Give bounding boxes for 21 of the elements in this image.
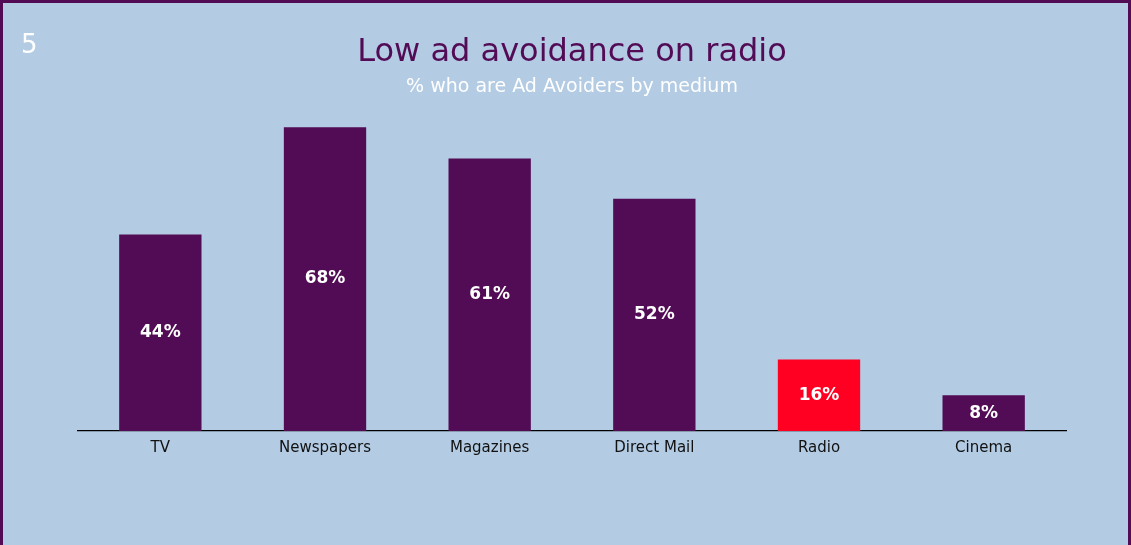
chart-title: Low ad avoidance on radio: [357, 30, 787, 69]
data-label: 61%: [469, 283, 511, 304]
x-tick-label: Cinema: [955, 437, 1013, 456]
bar: [942, 395, 1025, 431]
data-label: 52%: [633, 303, 675, 324]
x-tick-label: Radio: [797, 437, 841, 456]
chart-subtitle: % who are Ad Avoiders by medium: [406, 73, 738, 96]
data-label: 68%: [304, 267, 346, 288]
x-tick-label: Newspapers: [279, 437, 372, 456]
data-label: 44%: [139, 321, 181, 342]
x-tick-label: Magazines: [449, 437, 530, 456]
bar: [777, 359, 861, 431]
bar: [283, 127, 367, 431]
x-tick-label: TV: [149, 437, 171, 456]
data-label: 16%: [798, 383, 840, 404]
x-tick-label: Direct Mail: [614, 437, 695, 456]
bar: [613, 198, 696, 431]
bar: [119, 234, 202, 431]
data-label: 8%: [969, 401, 999, 422]
text: 5: [21, 28, 38, 59]
bar: [448, 158, 531, 431]
